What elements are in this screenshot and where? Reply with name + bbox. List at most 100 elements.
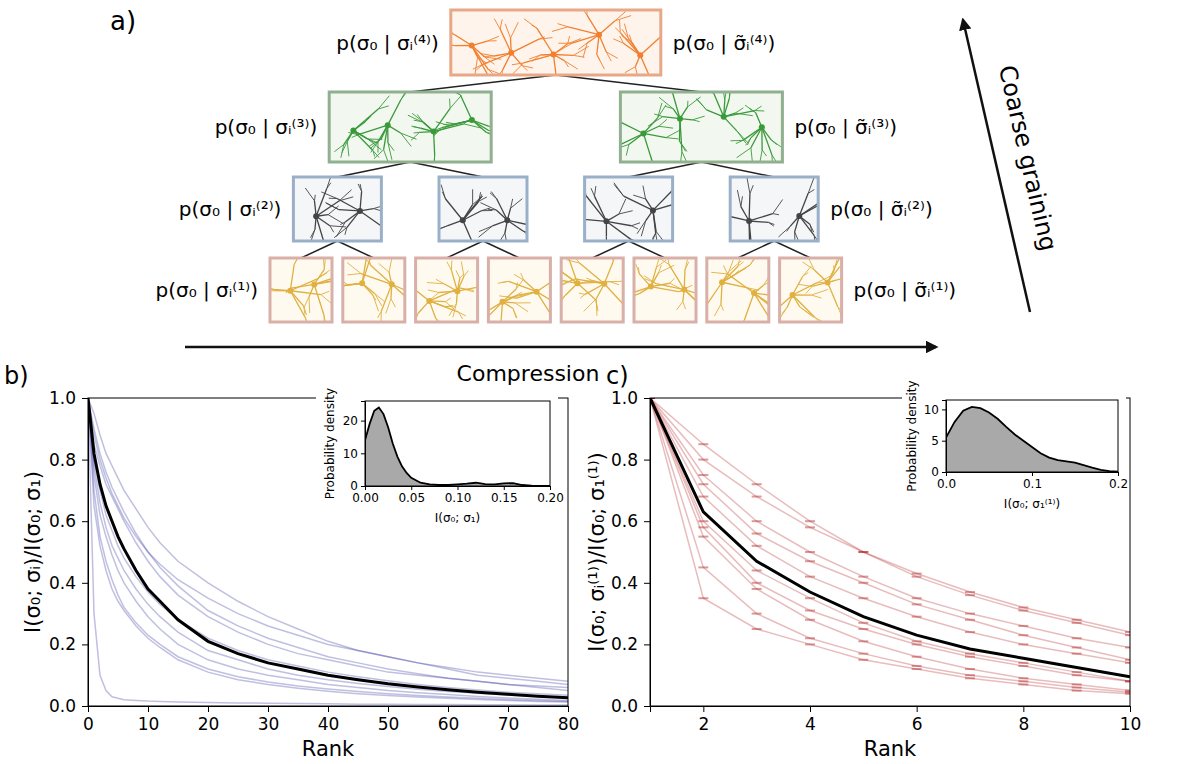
dendrite [459, 312, 466, 316]
density-area [946, 407, 1118, 472]
chart-2: 2468100.00.20.40.60.81.0RankI(σ₀; σᵢ⁽¹⁾)… [585, 362, 1141, 761]
dendrite [685, 262, 689, 270]
dendrite [305, 188, 314, 201]
series-marker [965, 594, 975, 596]
x-tick-mark [448, 706, 449, 712]
dendrite [361, 274, 392, 285]
dendrite [451, 270, 457, 291]
dendrite [472, 46, 488, 75]
dendrite [374, 209, 381, 211]
dendrite [472, 189, 473, 204]
x-tick-mark [508, 706, 509, 712]
x-tick: 70 [498, 706, 520, 734]
dendrite [579, 293, 585, 294]
dendrite [321, 295, 332, 305]
dendrite [513, 309, 517, 319]
dendrite [615, 16, 631, 21]
dendrite [334, 227, 347, 237]
series-marker [965, 656, 975, 658]
neuron-box-border [439, 177, 527, 241]
dendrite [614, 183, 624, 196]
x-tick-mark [703, 706, 704, 712]
dendrite [373, 295, 379, 311]
series-marker [805, 643, 815, 645]
y-tick-mark [82, 398, 88, 399]
x-axis-line [947, 473, 1119, 477]
y-tick-mark [942, 409, 946, 410]
series-marker [965, 619, 975, 621]
neuron-drawing [305, 177, 381, 241]
dendrite [737, 148, 751, 158]
dendrite [615, 28, 620, 33]
dendrite [362, 258, 367, 283]
dendrite [810, 224, 812, 231]
series-marker [965, 613, 975, 615]
y-tick: 10 [924, 403, 946, 417]
x-tick-mark [810, 706, 811, 712]
soma [650, 207, 656, 213]
dendrite [388, 100, 401, 125]
neuron-box-border [293, 177, 381, 241]
x-tick-label: 70 [498, 714, 520, 734]
series-marker [698, 597, 708, 599]
level-label-right: p(σ₀ | σ̃ᵢ⁽²⁾) [830, 197, 933, 221]
neuron-box-border [620, 92, 782, 162]
x-tick-label: 10 [138, 714, 160, 734]
x-tick-mark [504, 486, 505, 490]
series-marker [858, 653, 868, 655]
y-tick-mark [82, 644, 88, 645]
dendrite [728, 274, 754, 293]
y-tick-mark [644, 644, 650, 645]
dendrite [381, 284, 391, 311]
series-marker [805, 637, 815, 639]
dendrite [446, 298, 451, 302]
chart-1: 0.000.050.100.150.2001020I(σ₀; σ₁)Probab… [316, 388, 564, 530]
dendrite [568, 36, 570, 44]
plot-area [946, 407, 1118, 472]
dendrite [643, 133, 651, 160]
x-tick: 0.15 [491, 486, 518, 505]
dendrite [447, 262, 452, 270]
series-marker [1018, 610, 1028, 612]
dendrite [643, 118, 657, 134]
dendrite [316, 189, 327, 217]
dendrite [401, 133, 412, 146]
x-axis-line [89, 707, 569, 713]
dendrite [799, 216, 814, 236]
dendrite [614, 184, 624, 196]
y-tick: 0.2 [49, 634, 88, 654]
x-tick: 10 [1120, 706, 1142, 734]
neuron-box-border [451, 10, 661, 75]
neuron-box [707, 258, 769, 322]
neuron-box [620, 92, 782, 162]
x-tick-label: 50 [378, 714, 400, 734]
neuron-box-border [707, 258, 769, 322]
x-tick-mark [388, 706, 389, 712]
dendrite [517, 292, 537, 296]
dendrite [610, 282, 619, 285]
dendrite [500, 19, 502, 29]
y-tick-label: 0.0 [49, 696, 76, 716]
x-axis: 01020304050607080 [83, 706, 579, 734]
dendrite [377, 142, 378, 153]
dendrite [653, 201, 673, 210]
y-tick-label: 1.0 [49, 388, 76, 408]
x-axis-title: I(σ₀; σ₁⁽¹⁾) [1004, 497, 1060, 511]
dendrite [464, 271, 468, 277]
y-tick-mark [644, 706, 650, 707]
plot-frame [946, 400, 1118, 472]
soma [469, 43, 475, 49]
dendrite [522, 66, 533, 68]
dendrite [681, 152, 682, 162]
x-tick-label: 10 [1120, 714, 1142, 734]
soma [311, 281, 317, 287]
y-tick: 5 [931, 434, 946, 448]
connector [410, 162, 483, 177]
soma [350, 127, 356, 133]
y-tick: 0.8 [611, 450, 650, 470]
dendrite [453, 304, 457, 318]
soma [796, 213, 802, 219]
series-marker [912, 576, 922, 578]
level-label-left: p(σ₀ | σᵢ⁽⁴⁾) [336, 31, 439, 55]
density-line [946, 407, 1118, 472]
